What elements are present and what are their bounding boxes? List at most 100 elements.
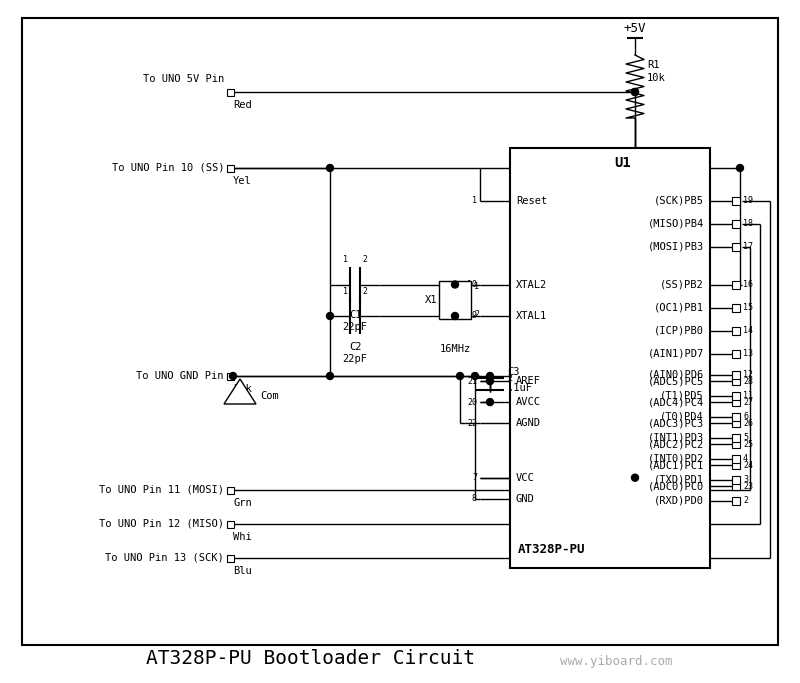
Text: 15: 15 [743, 303, 753, 312]
Text: (ADC0)PC0: (ADC0)PC0 [648, 481, 704, 491]
Circle shape [486, 378, 494, 385]
Polygon shape [224, 379, 256, 404]
Text: 9: 9 [472, 311, 477, 320]
Bar [732, 371, 740, 379]
Bar [732, 398, 740, 406]
Bar [226, 372, 234, 380]
Text: 25: 25 [743, 440, 753, 449]
Bar [732, 440, 740, 448]
Text: C2: C2 [349, 342, 362, 352]
Text: To UNO Pin 11 (MOSI): To UNO Pin 11 (MOSI) [99, 485, 224, 495]
Text: 17: 17 [743, 242, 753, 251]
Bar [732, 242, 740, 251]
Bar [732, 419, 740, 427]
Text: (T1)PD5: (T1)PD5 [660, 391, 704, 401]
Bar [226, 486, 234, 494]
Bar [732, 413, 740, 421]
Text: Grn: Grn [233, 498, 252, 508]
Text: www.yiboard.com: www.yiboard.com [560, 655, 673, 668]
Text: 5: 5 [743, 433, 748, 443]
Text: X1: X1 [425, 295, 437, 305]
Text: AGND: AGND [516, 418, 541, 428]
Bar [439, 281, 471, 319]
Text: 2: 2 [474, 310, 479, 319]
Text: 2: 2 [743, 497, 748, 505]
Circle shape [631, 89, 638, 96]
Bar [732, 220, 740, 227]
Circle shape [631, 89, 638, 96]
Text: Reset: Reset [516, 195, 547, 206]
Text: 23: 23 [743, 482, 753, 490]
Text: 14: 14 [743, 326, 753, 335]
Text: +5V: +5V [624, 21, 646, 35]
Bar [732, 304, 740, 311]
Text: 20: 20 [467, 398, 477, 406]
Text: 2: 2 [507, 374, 512, 382]
Circle shape [737, 165, 743, 171]
Bar [732, 392, 740, 400]
Circle shape [486, 372, 494, 380]
Bar [732, 197, 740, 204]
Text: (INT0)PD2: (INT0)PD2 [648, 454, 704, 464]
Text: 11: 11 [743, 391, 753, 400]
Text: (ADC3)PC3: (ADC3)PC3 [648, 418, 704, 428]
Bar [226, 89, 234, 96]
Circle shape [326, 165, 334, 171]
Bar [732, 497, 740, 505]
Bar [732, 281, 740, 288]
Text: 19: 19 [743, 196, 753, 205]
Text: 26: 26 [743, 419, 753, 428]
Text: To UNO 5V Pin: To UNO 5V Pin [142, 74, 224, 84]
Circle shape [230, 372, 237, 380]
Circle shape [631, 474, 638, 482]
Text: 1: 1 [343, 255, 348, 264]
Text: 3: 3 [743, 475, 748, 484]
Text: (AIN0)PD6: (AIN0)PD6 [648, 370, 704, 380]
Text: 13: 13 [743, 349, 753, 359]
Text: To UNO Pin 10 (SS): To UNO Pin 10 (SS) [111, 163, 224, 173]
Text: Red: Red [233, 100, 252, 110]
Text: 8: 8 [472, 494, 477, 503]
Text: 10k: 10k [647, 73, 666, 83]
Bar [226, 555, 234, 561]
Text: 1: 1 [343, 287, 348, 296]
Text: Blk: Blk [233, 384, 252, 394]
Text: AT328P-PU: AT328P-PU [518, 543, 586, 556]
Bar [510, 148, 710, 568]
Text: XTAL2: XTAL2 [516, 279, 547, 290]
Text: XTAL1: XTAL1 [516, 311, 547, 321]
Text: To UNO GND Pin: To UNO GND Pin [137, 371, 224, 381]
Bar [732, 482, 740, 490]
Text: (AIN1)PD7: (AIN1)PD7 [648, 349, 704, 359]
Circle shape [326, 372, 334, 380]
Text: (ICP)PB0: (ICP)PB0 [654, 326, 704, 336]
Text: 22pF: 22pF [342, 322, 367, 333]
Text: 6: 6 [743, 413, 748, 421]
Text: (T0)PD4: (T0)PD4 [660, 412, 704, 422]
Text: .1uF: .1uF [507, 383, 532, 393]
Text: (ADC1)PC1: (ADC1)PC1 [648, 460, 704, 470]
Text: 21: 21 [467, 376, 477, 386]
Circle shape [326, 313, 334, 320]
Text: (SS)PB2: (SS)PB2 [660, 279, 704, 290]
Text: 24: 24 [743, 460, 753, 470]
Bar [226, 520, 234, 527]
Circle shape [471, 372, 478, 380]
Text: Yel: Yel [233, 176, 252, 186]
Bar [732, 350, 740, 358]
Text: C1: C1 [349, 311, 362, 320]
Circle shape [451, 313, 458, 320]
Text: 2: 2 [362, 287, 367, 296]
Text: R1: R1 [647, 60, 659, 70]
Text: AREF: AREF [516, 376, 541, 386]
Text: AVCC: AVCC [516, 397, 541, 407]
Text: 1: 1 [474, 282, 479, 291]
Text: (TXD)PD1: (TXD)PD1 [654, 475, 704, 485]
Text: (ADC5)PC5: (ADC5)PC5 [648, 376, 704, 386]
Text: Com: Com [260, 391, 278, 401]
Text: 1: 1 [472, 196, 477, 205]
Bar [732, 476, 740, 484]
Text: (MISO)PB4: (MISO)PB4 [648, 219, 704, 229]
Text: 22pF: 22pF [342, 354, 367, 364]
Text: 18: 18 [743, 219, 753, 228]
